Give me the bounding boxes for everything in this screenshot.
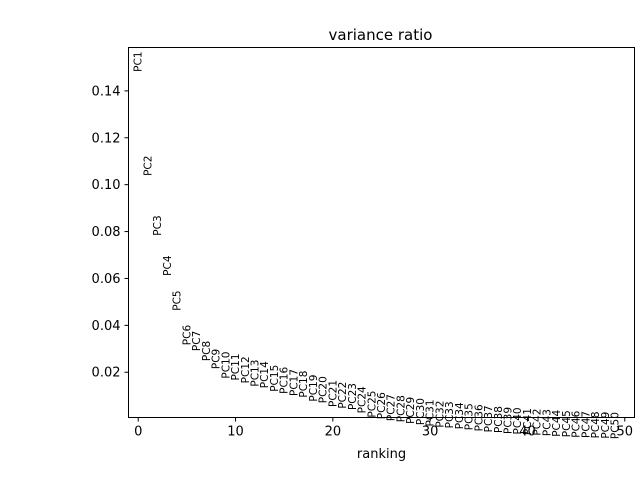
pc-point-label: PC44 [551,409,563,436]
pc-point-label: PC11 [230,353,242,380]
pc-point-label: PC5 [172,290,184,310]
y-tick-label: 0.02 [92,366,121,381]
pc-point-label: PC28 [395,395,407,422]
pc-point-label: PC1 [133,51,145,71]
pc-point-label: PC22 [337,382,349,409]
pc-point-label: PC30 [415,398,427,425]
x-tick-label: 10 [227,425,244,440]
pc-point-label: PC13 [250,360,262,387]
pc-point-label: PC3 [152,215,164,235]
pc-point-label: PC18 [298,371,310,398]
pc-point-label: PC6 [181,325,193,346]
pc-point-label: PC45 [561,410,573,437]
pc-point-label: PC4 [162,255,174,276]
pc-point-label: PC31 [425,399,437,426]
y-tick-label: 0.04 [92,319,121,334]
x-axis-title: ranking [357,447,406,462]
pc-point-label: PC17 [288,369,300,396]
pc-point-label: PC8 [201,341,213,361]
y-axis-ticks: 0.02 0.04 0.06 0.08 0.10 0.12 0.14 [92,84,129,381]
pc-point-label: PC7 [191,331,203,351]
x-tick-label: 40 [519,425,536,440]
pc-point-label: PC25 [366,391,378,418]
pc-labels-group: PC1PC2PC3PC4PC5PC6PC7PC8PC9PC10PC11PC12P… [133,51,622,439]
pc-point-label: PC9 [211,349,223,369]
y-tick-label: 0.06 [92,272,121,287]
plot-frame [128,47,635,418]
y-tick-label: 0.10 [92,178,121,193]
pc-point-label: PC26 [376,392,388,419]
x-tick-label: 20 [325,425,342,440]
pc-point-label: PC33 [444,401,456,428]
pc-point-label: PC12 [240,356,252,383]
pc-point-label: PC48 [590,411,602,438]
pc-point-label: PC24 [357,386,369,413]
pc-point-label: PC50 [610,412,622,439]
pc-point-label: PC19 [308,375,320,402]
pc-point-label: PC38 [493,406,505,433]
pc-point-label: PC21 [327,380,339,407]
pc-point-label: PC27 [386,394,398,421]
chart-title: variance ratio [329,26,433,44]
pc-point-label: PC40 [512,407,524,434]
pc-point-label: PC10 [220,352,232,379]
pc-point-label: PC49 [600,412,612,439]
pc-point-label: PC20 [318,376,330,403]
pc-point-label: PC15 [269,365,281,392]
y-tick-label: 0.08 [92,225,121,240]
pc-point-label: PC37 [483,405,495,432]
x-tick-label: 30 [422,425,439,440]
x-axis-ticks: 0 10 20 30 40 50 [134,417,633,440]
x-tick-label: 0 [134,425,142,440]
pc-point-label: PC2 [142,156,154,176]
y-tick-label: 0.12 [92,131,121,146]
x-tick-label: 50 [616,425,633,440]
pc-point-label: PC43 [541,409,553,436]
pc-point-label: PC16 [279,367,291,394]
pc-point-label: PC23 [347,383,359,410]
pc-point-label: PC41 [522,408,534,435]
pc-point-label: PC42 [532,409,544,436]
pc-point-label: PC14 [259,361,271,388]
pc-point-label: PC34 [454,402,466,429]
pc-point-label: PC39 [503,407,515,434]
y-tick-label: 0.14 [92,84,121,99]
pc-point-label: PC32 [434,401,446,428]
pc-point-label: PC35 [464,403,476,430]
